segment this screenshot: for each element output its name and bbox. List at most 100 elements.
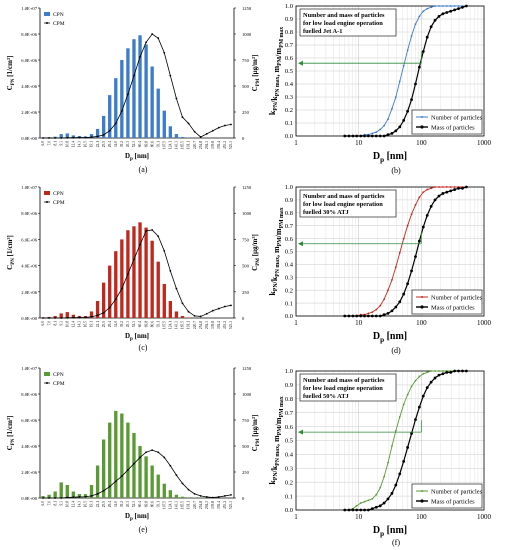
mass-series-point (464, 4, 468, 8)
cpm-point (108, 306, 111, 309)
mass-series-point (351, 508, 355, 512)
cpn-bar (174, 311, 179, 318)
x-tick-label: 1 (294, 513, 298, 521)
cpn-bar (95, 128, 100, 138)
cpm-point (90, 315, 93, 318)
mass-series-point (351, 314, 355, 318)
cpn-bar (53, 316, 57, 318)
mass-series-point (429, 204, 433, 208)
x-category-label: 12.4 (72, 501, 76, 507)
mass-series-point (351, 134, 355, 138)
cpm-point (108, 129, 111, 132)
title-line: Number and mass of particles (303, 193, 385, 200)
title-box (299, 189, 397, 218)
mass-series-point (382, 134, 386, 138)
x-category-label: 93.1 (156, 321, 160, 327)
cpm-point (120, 475, 123, 478)
mass-series-point (367, 508, 370, 512)
y-right-tick-label: 1000 (242, 211, 252, 216)
mass-series-point (437, 194, 441, 198)
cpn-bar (59, 313, 63, 318)
y-tick-label: 0.1 (285, 493, 293, 500)
mass-series-point (394, 483, 398, 487)
x-tick-label: 1 (294, 319, 298, 327)
cpm-point (151, 229, 154, 231)
x-axis-label: Dp [nm] (125, 152, 149, 162)
x-tick-label: 1000 (477, 139, 492, 147)
mass-series-point (394, 129, 398, 133)
mass-series-point (398, 300, 402, 304)
number-series-point (434, 186, 436, 188)
mass-series-point (406, 446, 410, 449)
mass-series-point (390, 309, 394, 313)
cpm-point (54, 317, 57, 319)
cpn-bar (95, 300, 100, 318)
cpm-point (205, 132, 208, 135)
legend-number-marker (421, 296, 423, 298)
mass-series-point (394, 305, 398, 309)
legend-number-marker (421, 490, 423, 492)
mass-series-point (433, 18, 437, 22)
y-tick-label: 0.8 (285, 29, 293, 36)
cpm-point (78, 316, 81, 319)
cpm-point (54, 497, 57, 499)
mass-series-point (347, 134, 351, 138)
number-series-point (398, 251, 401, 254)
number-series-point (426, 371, 429, 374)
cpm-point (187, 122, 190, 125)
mass-series-point (453, 369, 457, 373)
cpn-bar (59, 482, 63, 498)
legend-box (411, 483, 483, 509)
y-left-tick-label: 6.0E+06 (21, 418, 37, 423)
x-category-label: 45.3 (126, 501, 130, 507)
cpm-point (199, 495, 202, 497)
y-left-axis-label: CPN [1/cm³] (6, 56, 16, 91)
x-category-label: 165.5 (181, 321, 185, 329)
cpm-point (175, 97, 178, 100)
y-tick-label: 0.2 (285, 479, 293, 486)
panel-label: (e) (139, 525, 148, 534)
x-category-label: 294.3 (205, 141, 209, 149)
cpm-point (48, 317, 50, 319)
cpn-bar (114, 410, 118, 498)
mass-series-point (343, 134, 347, 138)
mass-series-point (437, 373, 441, 377)
y-right-tick-label: 250 (242, 290, 250, 295)
legend-mass-label: Mass of particles (431, 499, 475, 506)
mass-series-point (414, 418, 417, 422)
panel-label: (c) (139, 343, 148, 352)
mass-series-point (461, 5, 464, 9)
y-right-tick-label: 0 (242, 316, 245, 321)
panel-label: (b) (391, 166, 401, 175)
x-category-label: 34.0 (114, 501, 118, 507)
mass-series-point (363, 134, 366, 138)
number-series-point (375, 308, 378, 311)
number-series-point (422, 10, 425, 13)
cpn-bar (53, 491, 57, 498)
y-tick-label: 0.6 (285, 236, 294, 243)
cpn-bar (132, 39, 136, 139)
cpm-point (145, 41, 147, 44)
mass-series-point (370, 314, 374, 318)
x-category-label: 93.1 (156, 501, 160, 507)
title-line: Number and mass of particles (303, 12, 385, 19)
x-category-label: 8.1 (53, 321, 57, 326)
number-series-point (387, 289, 389, 292)
cpn-bar (174, 134, 179, 138)
x-category-label: 69.8 (144, 141, 148, 147)
number-series-point (398, 415, 401, 418)
number-series-point (441, 5, 444, 7)
mass-series-point (359, 508, 363, 512)
x-category-label: 12.4 (72, 141, 76, 147)
number-series-point (426, 7, 429, 10)
cpn-bar (168, 126, 173, 138)
number-series-point (379, 128, 382, 131)
x-category-label: 8.1 (53, 141, 57, 146)
x-category-label: 254.8 (199, 321, 203, 329)
legend-box (411, 109, 483, 135)
mass-series-point (370, 134, 374, 138)
mass-series-point (457, 369, 460, 373)
cpm-point (54, 137, 57, 139)
y-left-tick-label: 0.0E+00 (21, 136, 37, 141)
y-tick-label: 0.2 (285, 107, 293, 114)
